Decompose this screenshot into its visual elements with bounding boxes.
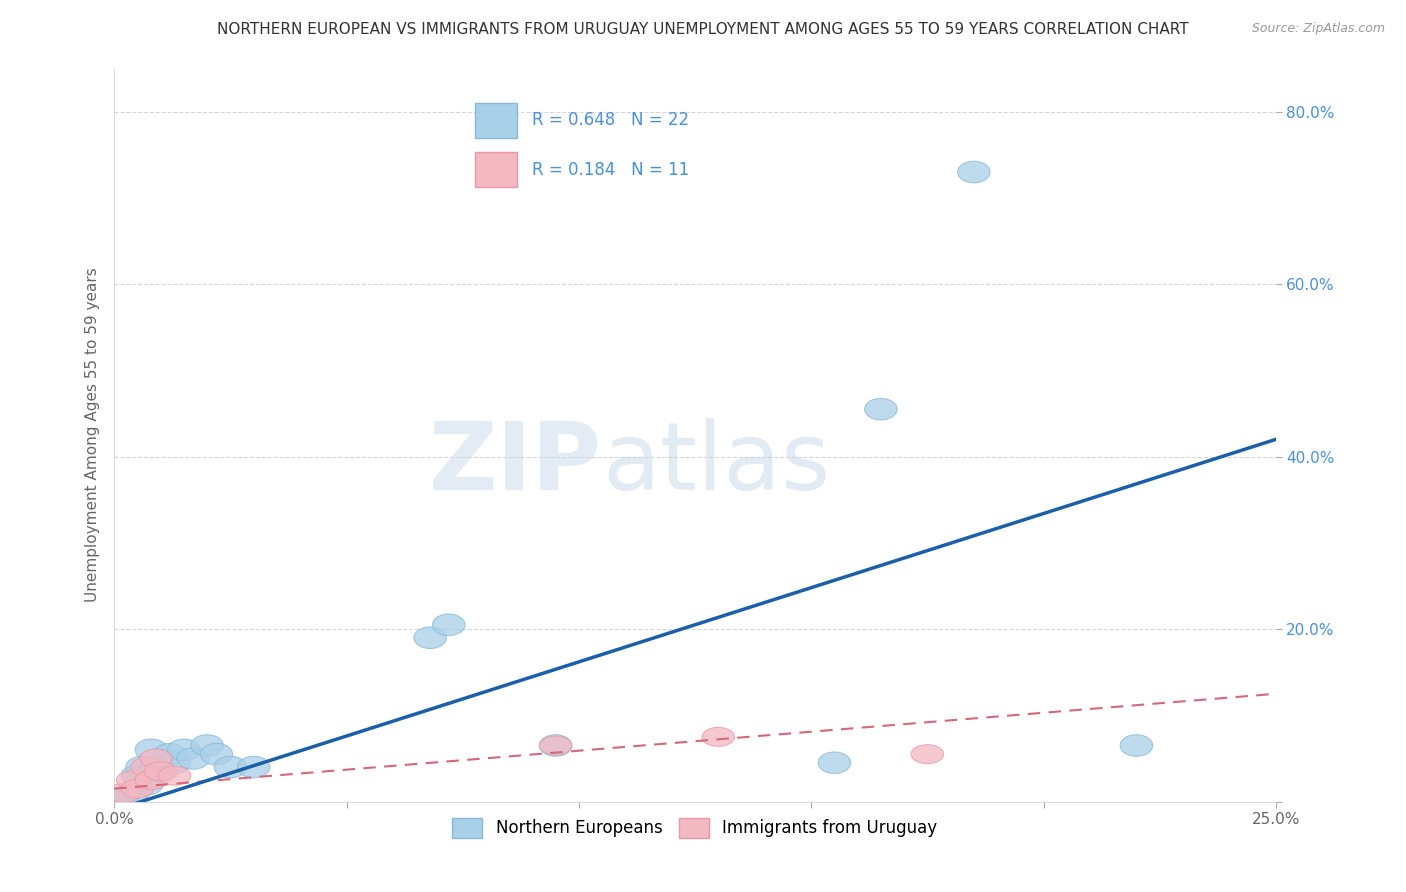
Ellipse shape xyxy=(167,739,200,761)
Ellipse shape xyxy=(159,752,191,773)
Ellipse shape xyxy=(121,765,153,787)
Text: ZIP: ZIP xyxy=(429,418,602,510)
Ellipse shape xyxy=(125,756,159,778)
Ellipse shape xyxy=(911,745,943,764)
Text: atlas: atlas xyxy=(602,418,831,510)
Ellipse shape xyxy=(135,771,167,789)
Ellipse shape xyxy=(1121,735,1153,756)
Ellipse shape xyxy=(145,762,177,780)
Ellipse shape xyxy=(433,614,465,636)
Ellipse shape xyxy=(139,756,173,778)
Ellipse shape xyxy=(200,743,232,765)
Ellipse shape xyxy=(214,756,246,778)
Ellipse shape xyxy=(139,749,173,768)
Ellipse shape xyxy=(117,771,149,789)
Ellipse shape xyxy=(121,779,153,798)
Ellipse shape xyxy=(702,727,734,747)
Ellipse shape xyxy=(191,735,224,756)
Ellipse shape xyxy=(865,399,897,420)
Ellipse shape xyxy=(177,747,209,769)
Ellipse shape xyxy=(818,752,851,773)
Ellipse shape xyxy=(238,756,270,778)
Ellipse shape xyxy=(153,743,186,765)
Ellipse shape xyxy=(540,736,572,755)
Ellipse shape xyxy=(131,773,163,795)
Y-axis label: Unemployment Among Ages 55 to 59 years: Unemployment Among Ages 55 to 59 years xyxy=(86,268,100,602)
Ellipse shape xyxy=(131,757,163,777)
Ellipse shape xyxy=(107,787,139,808)
Ellipse shape xyxy=(117,782,149,804)
Text: Source: ZipAtlas.com: Source: ZipAtlas.com xyxy=(1251,22,1385,36)
Ellipse shape xyxy=(540,735,572,756)
Ellipse shape xyxy=(135,739,167,761)
Ellipse shape xyxy=(413,627,447,648)
Legend: Northern Europeans, Immigrants from Uruguay: Northern Europeans, Immigrants from Urug… xyxy=(446,811,945,845)
Text: NORTHERN EUROPEAN VS IMMIGRANTS FROM URUGUAY UNEMPLOYMENT AMONG AGES 55 TO 59 YE: NORTHERN EUROPEAN VS IMMIGRANTS FROM URU… xyxy=(217,22,1189,37)
Ellipse shape xyxy=(159,766,191,785)
Ellipse shape xyxy=(145,761,177,782)
Ellipse shape xyxy=(957,161,990,183)
Ellipse shape xyxy=(107,783,139,803)
